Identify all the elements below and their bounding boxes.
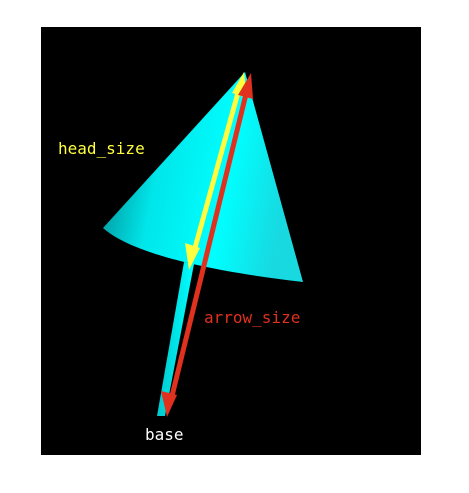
arrow-size-double-arrow xyxy=(161,73,253,417)
arrow-cone-head xyxy=(103,72,303,282)
head-size-double-arrow xyxy=(185,72,247,270)
arrow-shaft xyxy=(157,262,194,416)
base-label: base xyxy=(145,425,184,444)
head-size-label: head_size xyxy=(58,139,145,158)
arrow-size-label: arrow_size xyxy=(204,308,300,327)
